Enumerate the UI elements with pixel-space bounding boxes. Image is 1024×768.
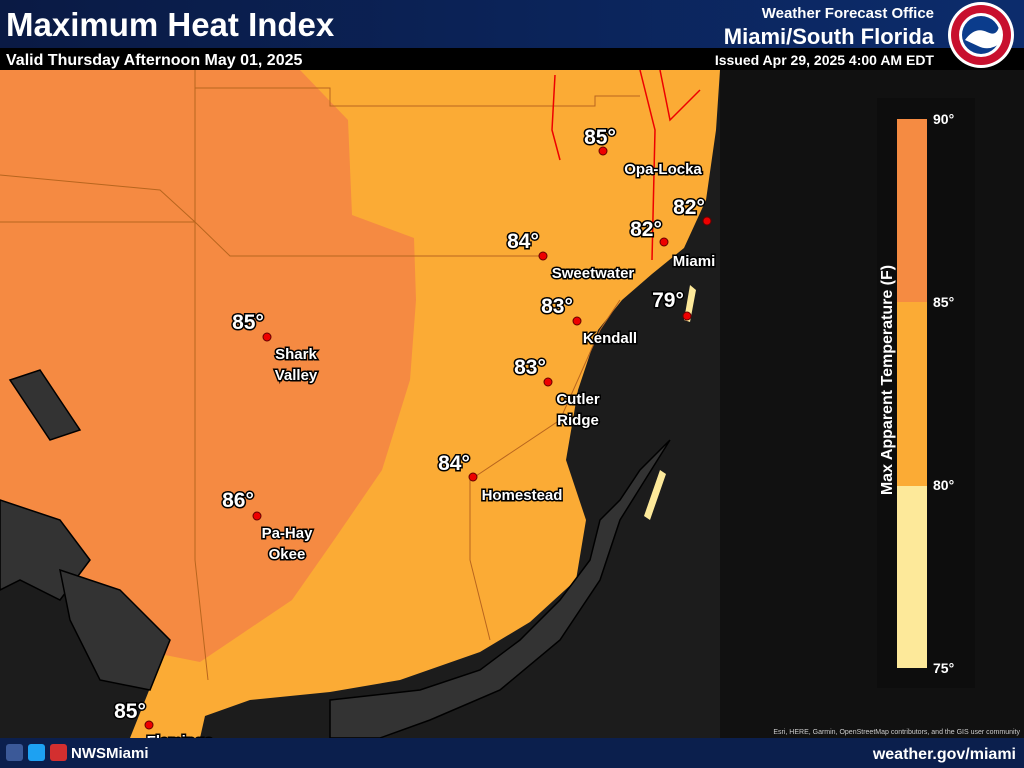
issued: Issued Apr 29, 2025 4:00 AM EDT: [715, 52, 935, 68]
legend: Max Apparent Temperature (F) 90° 85° 80° 75…: [877, 98, 975, 688]
temperature-label: 83°: [514, 356, 546, 379]
place-name: Shark: [275, 346, 317, 363]
temperature-label: 84°: [507, 230, 539, 253]
legend-ticks: 90° 85° 80° 75°: [933, 111, 954, 676]
place-name: Sweetwater: [552, 265, 635, 282]
temperature-label: 82°: [673, 196, 705, 219]
temperature-label: 85°: [232, 311, 264, 334]
legend-title: Max Apparent Temperature (F): [879, 265, 896, 495]
legend-swatch: [897, 302, 927, 486]
offshore: [720, 70, 1024, 738]
footer-bar: [0, 738, 1024, 768]
footer: Esri, HERE, Garmin, OpenStreetMap contri…: [0, 729, 1024, 768]
key-largo: [644, 470, 666, 520]
point-marker: [144, 720, 154, 730]
twitter-icon[interactable]: [28, 744, 45, 761]
header-bar: [0, 0, 1024, 48]
temperature-label: 86°: [222, 489, 254, 512]
temperature-label: 79°: [652, 289, 684, 312]
facebook-icon[interactable]: [6, 744, 23, 761]
point-marker: [468, 472, 478, 482]
place-name: Miami: [673, 253, 716, 270]
temperature-label: 85°: [114, 700, 146, 723]
temperature-label: 83°: [541, 295, 573, 318]
office-line: Weather Forecast Office: [762, 5, 934, 22]
website[interactable]: weather.gov/miami: [872, 746, 1016, 763]
social-handle[interactable]: NWSMiami: [71, 745, 149, 762]
legend-swatch: [897, 486, 927, 668]
point-marker: [598, 146, 608, 156]
legend-tick-label: 75°: [933, 660, 954, 676]
boundaries: [0, 70, 640, 681]
youtube-icon[interactable]: [50, 744, 67, 761]
bay-islands: [0, 369, 671, 739]
subtitle-bar: [0, 48, 1024, 70]
subtitle: Valid Thursday Afternoon May 01, 2025: [6, 52, 302, 69]
nws-logo: [948, 2, 1014, 68]
place-name: Cutler: [556, 391, 600, 408]
point-marker: [538, 251, 548, 261]
point-marker: [543, 377, 553, 387]
legend-tick-label: 85°: [933, 294, 954, 310]
temperature-label: 85°: [584, 126, 616, 149]
legend-tick-label: 80°: [933, 477, 954, 493]
point-marker: [702, 216, 712, 226]
place-name: Kendall: [583, 330, 637, 347]
point-marker: [262, 332, 272, 342]
header: Maximum Heat Index Valid Thursday Aftern…: [0, 0, 1024, 70]
point-marker: [682, 311, 692, 321]
hotter-region: [0, 70, 416, 662]
place-name: Pa-Hay: [262, 525, 314, 542]
point-marker: [252, 511, 262, 521]
attribution: Esri, HERE, Garmin, OpenStreetMap contri…: [773, 729, 1020, 736]
place-name: Valley: [275, 367, 318, 384]
place-name: Homestead: [482, 487, 563, 504]
legend-tick-label: 90°: [933, 111, 954, 127]
place-name: Ridge: [557, 412, 599, 429]
title: Maximum Heat Index: [6, 6, 335, 43]
map: [0, 69, 1024, 739]
place-name: Okee: [269, 546, 306, 563]
temperature-label: 84°: [438, 452, 470, 475]
point-marker: [572, 316, 582, 326]
point-marker: [659, 237, 669, 247]
temperature-label: 82°: [630, 218, 662, 241]
office: Miami/South Florida: [724, 24, 935, 49]
place-name: Opa-Locka: [624, 161, 702, 178]
county-roads: [551, 69, 701, 261]
legend-swatch: [897, 119, 927, 302]
